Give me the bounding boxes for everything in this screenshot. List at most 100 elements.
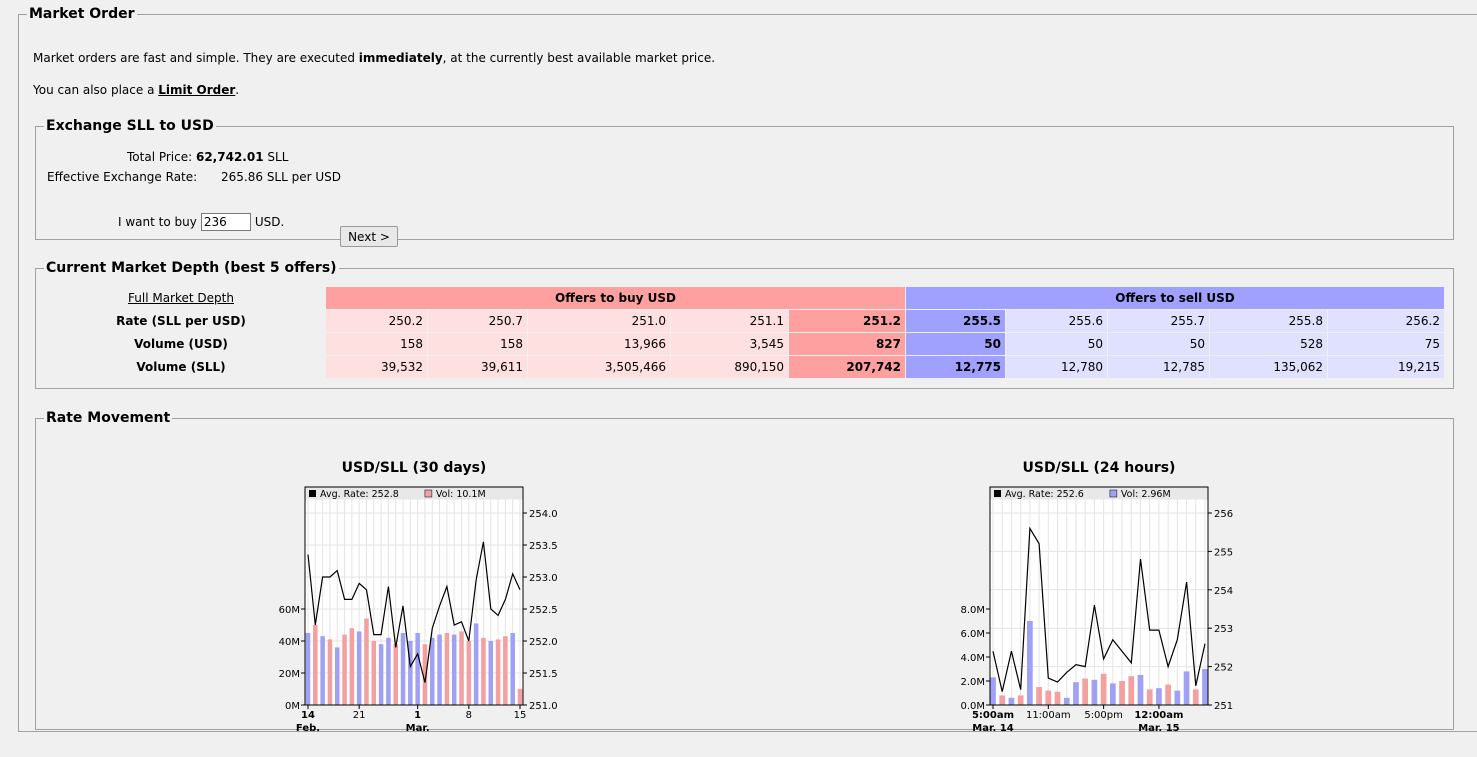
sell-rate-cell: 255.8 bbox=[1210, 310, 1327, 332]
row-label-rate: Rate (SLL per USD) bbox=[116, 314, 246, 328]
y-left-tick-label: 0M bbox=[285, 701, 300, 712]
buy-vol-sll-cell: 3,505,466 bbox=[528, 356, 670, 378]
total-price-row: Total Price: 62,742.01 SLL bbox=[127, 150, 288, 164]
sell-vol-usd-cell: 528 bbox=[1210, 333, 1327, 355]
volume-bar bbox=[488, 641, 494, 705]
volume-bar bbox=[1063, 697, 1070, 705]
volume-bar bbox=[393, 644, 398, 705]
row-label-vol-sll: Volume (SLL) bbox=[136, 360, 226, 374]
buy-vol-usd-cell: 158 bbox=[326, 333, 427, 355]
depth-rate-row: Rate (SLL per USD) 250.2 250.7 251.0 251… bbox=[37, 310, 1444, 332]
buy-vol-sll-best-cell: 207,742 bbox=[789, 356, 905, 378]
y-right-tick-label: 256 bbox=[1214, 509, 1233, 520]
volume-bar bbox=[481, 637, 486, 705]
intro-text: Market orders are fast and simple. They … bbox=[33, 51, 716, 65]
volume-bar bbox=[466, 641, 472, 705]
volume-bar bbox=[334, 647, 340, 705]
y-left-tick-label: 60M bbox=[279, 605, 300, 616]
rate-movement-legend: Rate Movement bbox=[46, 410, 171, 426]
plot-frame bbox=[989, 486, 1209, 706]
x-tick-label: 21 bbox=[353, 710, 366, 721]
y-right-tick-label: 251.5 bbox=[529, 669, 558, 680]
volume-bar bbox=[437, 634, 442, 705]
effective-rate-value: 265.86 SLL per USD bbox=[221, 170, 342, 184]
volume-bar bbox=[1192, 689, 1199, 705]
full-market-depth-link[interactable]: Full Market Depth bbox=[128, 291, 234, 305]
volume-bar bbox=[1027, 621, 1033, 705]
buy-vol-sll-cell: 39,532 bbox=[326, 356, 427, 378]
legend-rate-label: Avg. Rate: 252.6 bbox=[1005, 489, 1084, 500]
y-left-tick-label: 6.0M bbox=[960, 629, 985, 640]
total-price-label: Total Price: bbox=[127, 150, 193, 164]
legend-vol-swatch bbox=[424, 489, 433, 498]
buy-vol-sll-cell: 39,611 bbox=[428, 356, 527, 378]
volume-bar bbox=[349, 628, 355, 705]
next-button[interactable]: Next > bbox=[340, 226, 398, 247]
volume-bar bbox=[408, 641, 413, 705]
sell-vol-usd-cell: 50 bbox=[1108, 333, 1209, 355]
y-right-tick-label: 254 bbox=[1214, 586, 1233, 597]
buy-rate-best-cell: 251.2 bbox=[789, 310, 905, 332]
y-left-tick-label: 2.0M bbox=[960, 677, 985, 688]
limit-order-link[interactable]: Limit Order bbox=[158, 83, 236, 97]
buy-amount-input[interactable] bbox=[200, 213, 251, 231]
volume-bar bbox=[342, 634, 347, 705]
volume-bar bbox=[364, 618, 369, 705]
volume-bar bbox=[444, 633, 450, 705]
legend-bar bbox=[305, 487, 523, 500]
chart-title: USD/SLL (30 days) bbox=[342, 460, 487, 476]
legend-vol-label: Vol: 10.1M bbox=[436, 489, 486, 500]
buy-vol-usd-cell: 13,966 bbox=[528, 333, 670, 355]
chart-title: USD/SLL (24 hours) bbox=[1023, 460, 1176, 476]
volume-bar bbox=[1183, 671, 1190, 705]
y-right-tick-label: 255 bbox=[1214, 547, 1233, 558]
x-tick-label: 11:00am bbox=[1026, 710, 1071, 721]
limit-order-text: You can also place a Limit Order. bbox=[33, 83, 240, 97]
market-order-panel: Market Order Market orders are fast and … bbox=[18, 6, 1477, 732]
x-tick-label: 5:00am bbox=[972, 710, 1014, 721]
x-tick-sublabel: Mar. 15 bbox=[1138, 723, 1179, 732]
y-left-tick-label: 4.0M bbox=[960, 653, 985, 664]
effective-rate-row: Effective Exchange Rate: 265.86 SLL per … bbox=[47, 170, 341, 184]
row-label-vol-usd: Volume (USD) bbox=[134, 337, 228, 351]
volume-bar bbox=[1109, 683, 1116, 705]
buy-rate-cell: 250.7 bbox=[428, 310, 527, 332]
volume-bar bbox=[313, 625, 318, 705]
volume-bar bbox=[459, 631, 464, 705]
x-tick-sublabel: Feb. bbox=[296, 723, 320, 732]
buy-vol-usd-cell: 158 bbox=[428, 333, 527, 355]
legend-vol-label: Vol: 2.96M bbox=[1121, 489, 1171, 500]
volume-bar bbox=[473, 623, 479, 705]
buy-amount-unit: USD. bbox=[254, 215, 285, 229]
market-order-legend: Market Order bbox=[29, 6, 135, 22]
volume-bar bbox=[327, 639, 333, 705]
sell-vol-sll-cell: 12,780 bbox=[1006, 356, 1107, 378]
sell-rate-cell: 255.7 bbox=[1108, 310, 1209, 332]
market-depth-panel: Current Market Depth (best 5 offers) Ful… bbox=[35, 260, 1454, 389]
rate-line bbox=[992, 526, 1206, 692]
plot-area bbox=[304, 486, 524, 706]
rate-line bbox=[307, 541, 521, 683]
buy-amount-label: I want to buy bbox=[118, 215, 197, 229]
x-tick-label: 14 bbox=[301, 710, 315, 721]
buy-amount-row: I want to buy USD. bbox=[118, 213, 284, 231]
sell-vol-sll-cell: 12,785 bbox=[1108, 356, 1209, 378]
volume-bar bbox=[386, 637, 391, 705]
volume-bar bbox=[1036, 687, 1042, 705]
volume-bar bbox=[503, 636, 508, 705]
y-right-tick-label: 254.0 bbox=[529, 509, 558, 520]
volume-bar bbox=[1174, 690, 1181, 705]
rate-movement-panel: Rate Movement USD/SLL (30 days) Avg. Rate… bbox=[35, 410, 1454, 732]
y-right-tick-label: 252.5 bbox=[529, 605, 558, 616]
volume-bar bbox=[1008, 697, 1015, 705]
y-left-tick-label: 8.0M bbox=[960, 605, 985, 616]
volume-bar bbox=[1082, 678, 1089, 705]
buy-rate-cell: 251.1 bbox=[671, 310, 788, 332]
sell-vol-sll-cell: 135,062 bbox=[1210, 356, 1327, 378]
buy-vol-sll-cell: 890,150 bbox=[671, 356, 788, 378]
x-tick-label: 8 bbox=[466, 710, 472, 721]
x-tick-label: 15 bbox=[514, 710, 527, 721]
offers-to-sell-header: Offers to sell USD bbox=[906, 287, 1444, 309]
volume-bar bbox=[371, 641, 377, 705]
sell-vol-sll-best-cell: 12,775 bbox=[906, 356, 1005, 378]
